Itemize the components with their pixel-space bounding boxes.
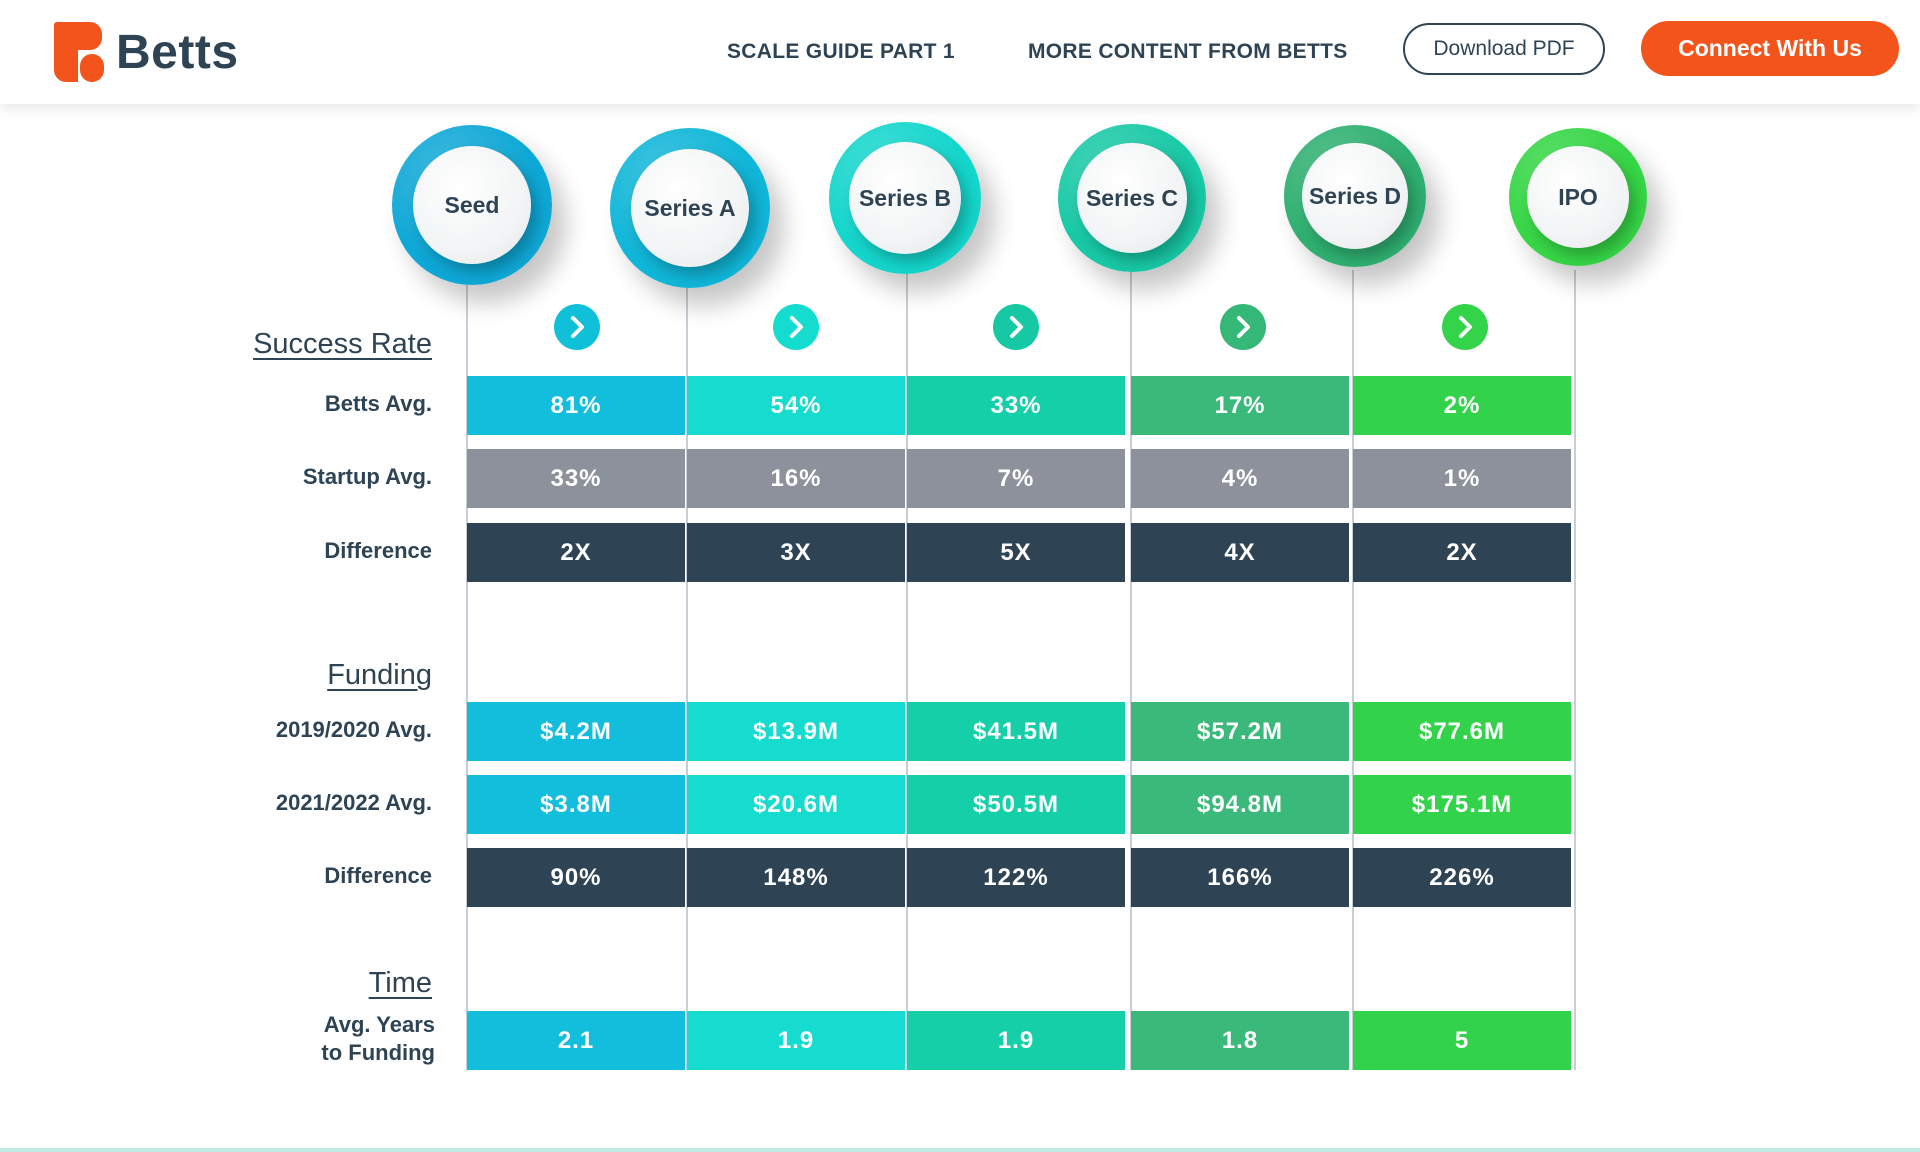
top-navigation-bar: Betts SCALE GUIDE PART 1 MORE CONTENT FR… (0, 0, 1920, 104)
funding-row-0-cell: $41.5M (907, 702, 1125, 761)
funding-row-1-cell: $50.5M (907, 775, 1125, 834)
stage-label: IPO (1527, 146, 1629, 248)
success-rate-row-0-cell: 17% (1131, 376, 1349, 435)
row-label: Difference (324, 538, 432, 563)
betts-logo[interactable]: Betts (54, 22, 239, 82)
time-row-0-cell: 1.9 (907, 1011, 1125, 1070)
time-row-0-cell: 1.9 (687, 1011, 905, 1070)
success-rate-row-2-cell: 2X (467, 523, 685, 582)
row-label: Startup Avg. (302, 464, 432, 489)
funding-row-0-cell: $4.2M (467, 702, 685, 761)
nav-scale-guide-part-1[interactable]: SCALE GUIDE PART 1 (727, 40, 955, 63)
chevron-right-icon (993, 304, 1039, 350)
success-rate-row-2-cell: 3X (687, 523, 905, 582)
row-label: 2021/2022 Avg. (275, 790, 432, 815)
funding-row-2-cell: 166% (1131, 848, 1349, 907)
success-rate-row-2-cell: 5X (907, 523, 1125, 582)
stage-label: Series C (1077, 143, 1187, 253)
chevron-right-icon (773, 304, 819, 350)
stage-circle-series-b: Series B (829, 122, 981, 274)
funding-row-0-cell: $77.6M (1353, 702, 1571, 761)
success-rate-row-1-cell: 1% (1353, 449, 1571, 508)
row-label: 2019/2020 Avg. (275, 717, 432, 742)
section-title-time: Time (368, 967, 432, 999)
chevron-right-icon (1442, 304, 1488, 350)
stage-label: Seed (413, 146, 531, 264)
success-rate-row-1-cell: 4% (1131, 449, 1349, 508)
funding-row-0-cell: $57.2M (1131, 702, 1349, 761)
time-row-0-cell: 2.1 (467, 1011, 685, 1070)
connect-with-us-button[interactable]: Connect With Us (1641, 21, 1899, 76)
section-title-funding: Funding (327, 659, 432, 691)
download-pdf-button[interactable]: Download PDF (1403, 23, 1605, 75)
success-rate-row-0-cell: 33% (907, 376, 1125, 435)
betts-logo-icon (54, 22, 104, 82)
bottom-divider (0, 1148, 1920, 1152)
section-title-success-rate: Success Rate (253, 328, 432, 360)
funding-row-1-cell: $94.8M (1131, 775, 1349, 834)
time-row-0-cell: 5 (1353, 1011, 1571, 1070)
nav-more-content[interactable]: MORE CONTENT FROM BETTS (1028, 40, 1348, 63)
time-row-0-cell: 1.8 (1131, 1011, 1349, 1070)
success-rate-row-0-cell: 54% (687, 376, 905, 435)
row-label: Betts Avg. (324, 391, 432, 416)
stage-connector-line (906, 270, 908, 1070)
funding-row-2-cell: 122% (907, 848, 1125, 907)
stage-circle-series-a: Series A (610, 128, 770, 288)
chevron-right-icon (554, 304, 600, 350)
logo-text: Betts (116, 25, 239, 79)
stage-label: Series B (849, 142, 961, 254)
success-rate-row-2-cell: 2X (1353, 523, 1571, 582)
funding-row-1-cell: $175.1M (1353, 775, 1571, 834)
success-rate-row-1-cell: 33% (467, 449, 685, 508)
row-label: to Funding (321, 1040, 435, 1065)
funding-row-2-cell: 226% (1353, 848, 1571, 907)
row-label: Avg. Years (323, 1012, 435, 1037)
funding-row-2-cell: 90% (467, 848, 685, 907)
stage-connector-line (1130, 270, 1132, 1070)
row-label: Difference (324, 863, 432, 888)
funding-row-2-cell: 148% (687, 848, 905, 907)
stage-circle-series-c: Series C (1058, 124, 1206, 272)
stage-circle-ipo: IPO (1509, 128, 1647, 266)
success-rate-row-1-cell: 7% (907, 449, 1125, 508)
stage-label: Series A (631, 149, 749, 267)
funding-row-0-cell: $13.9M (687, 702, 905, 761)
chevron-right-icon (1220, 304, 1266, 350)
stage-label: Series D (1302, 143, 1408, 249)
funding-row-1-cell: $3.8M (467, 775, 685, 834)
success-rate-row-1-cell: 16% (687, 449, 905, 508)
stage-circle-series-d: Series D (1284, 125, 1426, 267)
stage-connector-line (466, 270, 468, 1070)
stage-connector-line (686, 270, 688, 1070)
stage-circle-seed: Seed (392, 125, 552, 285)
funding-row-1-cell: $20.6M (687, 775, 905, 834)
success-rate-row-0-cell: 2% (1353, 376, 1571, 435)
success-rate-row-0-cell: 81% (467, 376, 685, 435)
stage-connector-line (1352, 270, 1354, 1070)
stage-connector-line (1574, 270, 1576, 1070)
success-rate-row-2-cell: 4X (1131, 523, 1349, 582)
